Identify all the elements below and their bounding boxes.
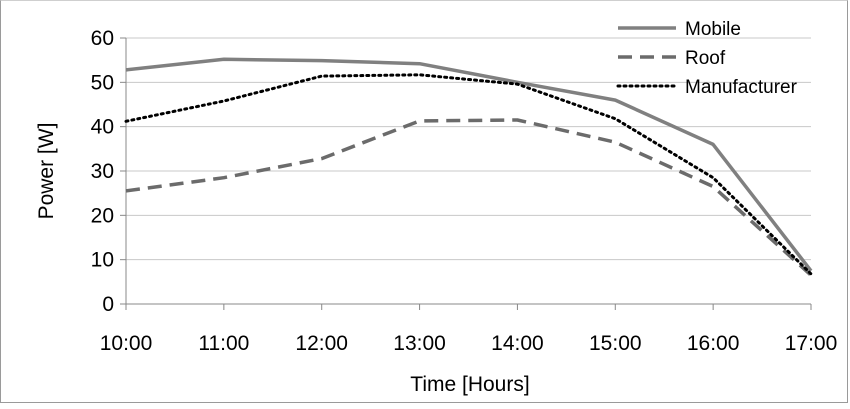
- series-line-roof: [125, 118, 813, 277]
- y-tick-labels: 0 10 20 30 40 50 60: [91, 27, 114, 316]
- legend: Mobile Roof Manufacturer: [616, 19, 798, 98]
- x-tick-label: 13:00: [393, 332, 446, 355]
- legend-label: Mobile: [685, 19, 741, 40]
- y-tick-label: 20: [91, 204, 114, 227]
- x-tick-label: 15:00: [589, 332, 642, 355]
- x-tick-label: 10:00: [100, 332, 153, 355]
- y-tick-label: 50: [91, 71, 114, 94]
- y-axis-label: Power [W]: [35, 123, 58, 220]
- data-series: [124, 57, 813, 277]
- axes: [120, 37, 812, 310]
- y-tick-label: 40: [91, 116, 114, 139]
- x-tick-label: 11:00: [198, 332, 249, 355]
- x-tick-labels: 10:00 11:00 12:00 13:00 14:00 15:00 16:00 17:00: [100, 332, 838, 355]
- series-line-mobile: [125, 57, 813, 272]
- y-tick-label: 60: [91, 27, 114, 50]
- x-tick-label: 14:00: [491, 332, 544, 355]
- series-line-manufacturer: [124, 73, 813, 276]
- legend-label: Roof: [685, 48, 726, 69]
- x-tick-label: 17:00: [785, 332, 838, 355]
- y-tick-label: 30: [91, 160, 114, 183]
- x-axis-label: Time [Hours]: [410, 373, 529, 396]
- y-tick-label: 10: [91, 249, 114, 272]
- x-tick-label: 16:00: [687, 332, 740, 355]
- legend-label: Manufacturer: [685, 77, 798, 98]
- x-tick-label: 12:00: [295, 332, 348, 355]
- gridlines: [126, 37, 811, 261]
- y-tick-label: 0: [102, 293, 114, 316]
